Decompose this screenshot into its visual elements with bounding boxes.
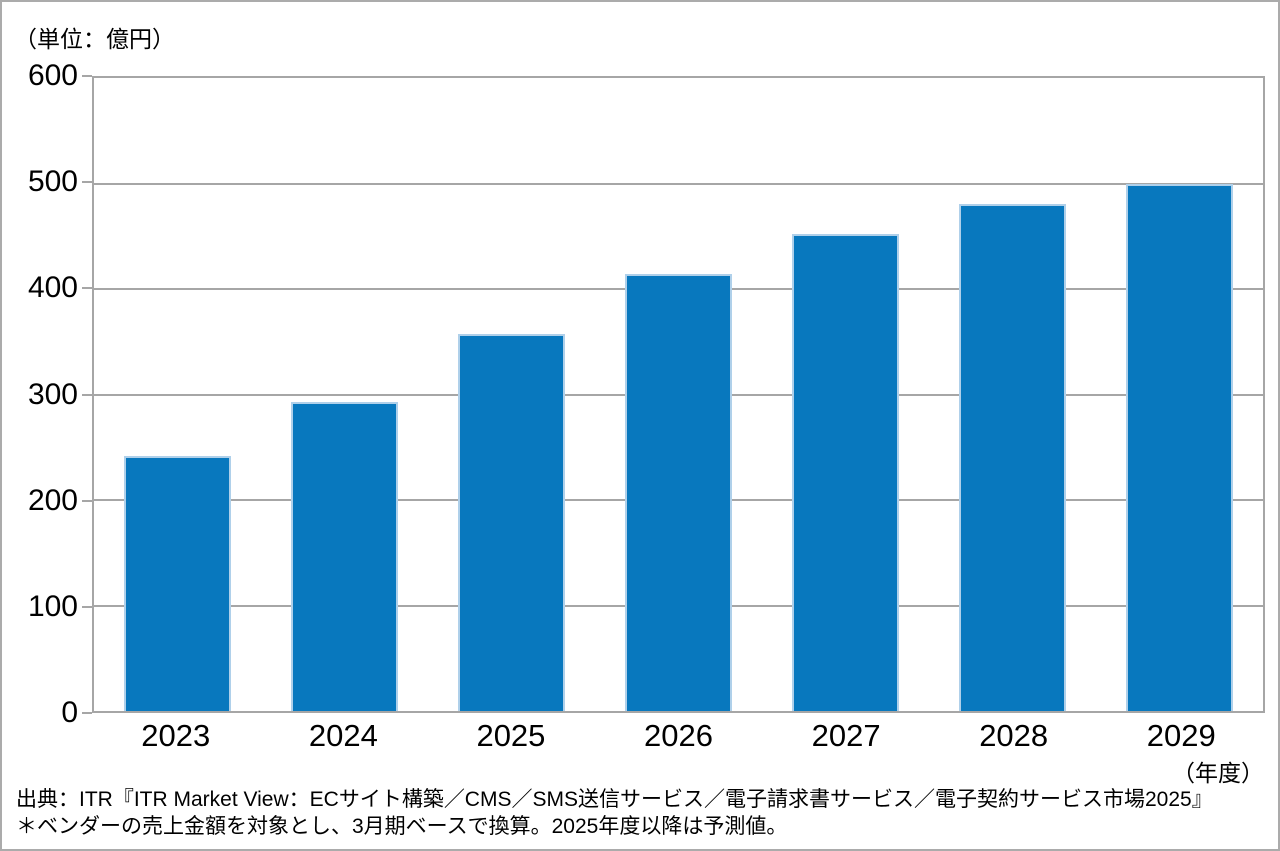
y-tick-label: 300 [27,377,78,411]
bar-slot [428,78,595,711]
y-tick-mark [82,605,92,608]
x-tick-label: 2023 [141,718,211,753]
bar-slot [595,78,762,711]
x-tick-label: 2029 [1146,718,1216,753]
plot-area [92,76,1265,713]
source-line-1: 出典：ITR『ITR Market View：ECサイト構築／CMS／SMS送信… [16,788,1213,811]
bar-2024 [291,401,398,711]
bar-2026 [625,274,732,711]
y-tick-label: 600 [27,59,78,92]
y-axis-tick-marks [82,75,92,714]
source-note: 出典：ITR『ITR Market View：ECサイト構築／CMS／SMS送信… [16,786,1213,840]
y-tick-label: 100 [27,589,78,623]
y-tick-label: 500 [27,165,78,199]
x-tick-label: 2027 [811,718,881,753]
x-tick-label: 2026 [644,718,713,753]
bar-slot [261,78,428,711]
bar-2025 [458,334,565,711]
bar-2029 [1126,183,1233,711]
x-axis-tick-labels: 2023 2024 2025 2026 2027 2028 2029 [92,718,1265,754]
bar-series [94,78,1263,711]
y-tick-mark [82,75,92,77]
y-tick-label: 200 [27,483,78,517]
bar-2028 [959,203,1066,711]
y-tick-mark [82,499,92,502]
y-tick-mark [82,712,92,714]
x-tick-label: 2024 [308,718,378,753]
bar-slot [762,78,929,711]
y-tick-label: 0 [61,696,78,729]
x-axis-unit-label: （年度） [1172,760,1264,786]
bar-2023 [124,455,231,711]
y-axis-unit-label: （単位：億円） [14,26,175,52]
y-tick-label: 400 [27,271,78,305]
x-tick-label: 2028 [979,718,1049,753]
x-tick-label: 2025 [476,718,546,753]
y-tick-mark [82,393,92,396]
y-tick-mark [82,287,92,290]
y-axis-tick-labels: 600 500 400 300 200 100 0 [2,59,78,729]
bar-slot [1096,78,1263,711]
bar-slot [94,78,261,711]
gridline [94,182,1263,185]
bar-2027 [792,234,899,711]
y-tick-mark [82,181,92,184]
bar-slot [929,78,1096,711]
source-line-2: ＊ベンダーの売上金額を対象とし、3月期ベースで換算。2025年度以降は予測値。 [16,815,788,838]
